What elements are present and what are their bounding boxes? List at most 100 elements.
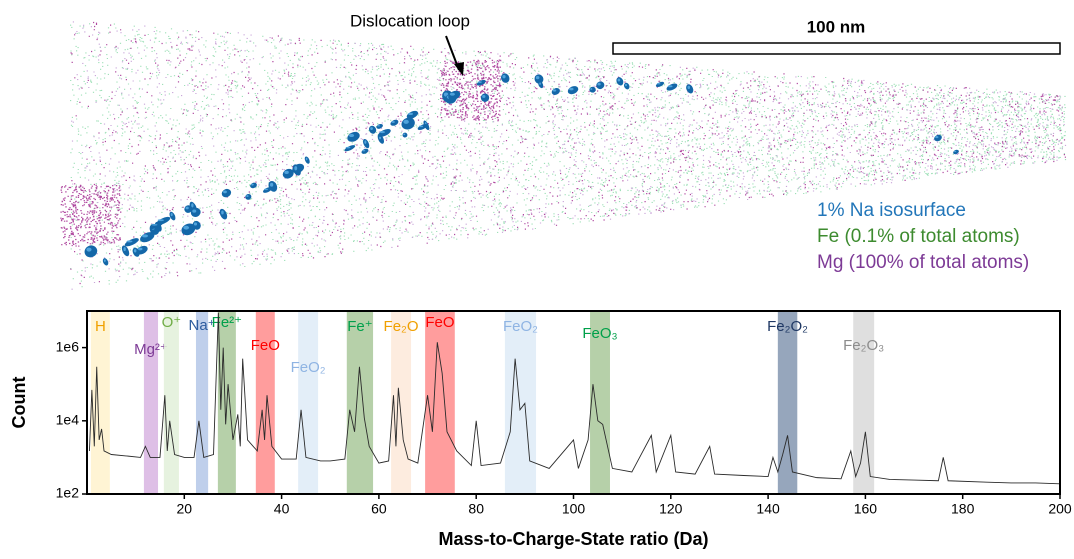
- na-highlight: [656, 82, 661, 85]
- na-highlight: [133, 249, 137, 253]
- plot: H Mg²⁺ O⁺ Na⁺Fe²⁺ FeO FeO₂ Fe⁺ Fe₂O FeO FeO₂ FeO₃ F…: [9, 310, 1072, 549]
- na-highlight: [403, 133, 406, 136]
- na-isosurface: [616, 77, 624, 86]
- na-highlight: [362, 149, 366, 152]
- na-isosurface: [150, 221, 164, 229]
- region-label: Fe₂O: [384, 318, 419, 335]
- peak-region: [90, 311, 110, 494]
- x-tick-label: 40: [274, 501, 290, 517]
- region-label: FeO: [251, 337, 280, 354]
- x-tick-label: 60: [371, 501, 387, 517]
- na-highlight: [590, 88, 593, 90]
- na-highlight: [170, 213, 173, 217]
- x-tick-label: 200: [1048, 501, 1072, 517]
- na-highlight: [379, 131, 386, 134]
- na-highlight: [449, 92, 455, 96]
- na-isosurface: [102, 258, 109, 266]
- na-highlight: [552, 89, 557, 92]
- na-isosurface: [245, 193, 252, 200]
- na-highlight: [294, 166, 298, 171]
- na-highlight: [269, 182, 274, 187]
- na-highlight: [482, 94, 486, 98]
- legend: 1% Na isosurface Fe (0.1% of total atoms)…: [817, 200, 1029, 273]
- x-tick-label: 120: [659, 501, 683, 517]
- na-highlight: [687, 85, 691, 90]
- peak-region: [777, 311, 798, 494]
- na-highlight: [86, 247, 92, 252]
- na-isosurface: [347, 131, 360, 142]
- na-highlight: [141, 234, 149, 238]
- scale-bar-label: 100 nm: [807, 17, 866, 36]
- mg-atoms: [71, 21, 1067, 290]
- na-highlight: [364, 140, 367, 144]
- legend-label: 1% Na isosurface: [817, 200, 966, 221]
- peak-region: [346, 311, 374, 494]
- na-highlight: [935, 136, 939, 139]
- na-highlight: [403, 119, 409, 124]
- scale-bar: [612, 42, 1061, 55]
- na-highlight: [569, 87, 574, 91]
- na-highlight: [192, 209, 197, 213]
- y-tick-label: 1e4: [56, 412, 80, 428]
- region-label: Na⁺: [189, 317, 216, 334]
- x-tick-label: 160: [854, 501, 878, 517]
- region-label: FeO₂: [503, 318, 538, 335]
- na-highlight: [377, 124, 380, 127]
- na-highlight: [617, 78, 621, 82]
- x-tick-label: 100: [562, 501, 586, 517]
- na-isosurface: [666, 83, 678, 91]
- na-highlight: [221, 210, 224, 215]
- region-label: Mg²⁺: [134, 341, 168, 358]
- na-isosurface: [402, 132, 408, 138]
- na-isosurface: [623, 82, 630, 90]
- na-highlight: [624, 83, 628, 87]
- spectrum-line: [88, 312, 1061, 485]
- na-highlight: [370, 127, 373, 130]
- na-highlight: [348, 133, 355, 138]
- na-isosurface: [219, 208, 228, 220]
- region-label: FeO₂: [291, 359, 326, 376]
- na-isosurface: [378, 129, 391, 137]
- fe-atoms: [70, 23, 1067, 288]
- na-isosurface: [376, 123, 383, 129]
- na-highlight: [539, 82, 541, 85]
- x-tick-label: 140: [756, 501, 780, 517]
- na-highlight: [223, 190, 227, 194]
- na-isosurface: [84, 245, 98, 258]
- na-highlight: [345, 146, 351, 149]
- na-isosurface: [221, 188, 232, 198]
- na-highlight: [597, 82, 601, 86]
- na-highlight: [418, 125, 424, 128]
- na-highlight: [246, 195, 249, 198]
- na-highlight: [305, 157, 308, 161]
- na-highlight: [667, 85, 673, 88]
- peak-region: [143, 311, 159, 494]
- x-axis-label: Mass-to-Charge-State ratio (Da): [438, 529, 708, 549]
- peak-region: [255, 311, 275, 494]
- na-isosurface: [304, 156, 310, 164]
- y-axis-label: Count: [9, 377, 29, 429]
- na-isosurface: [361, 148, 369, 154]
- peak-region: [163, 311, 179, 494]
- na-isosurface: [124, 238, 139, 247]
- na-highlight: [137, 247, 143, 251]
- x-tick-label: 80: [468, 501, 484, 517]
- peak-region: [298, 311, 319, 494]
- y-tick-label: 1e2: [56, 485, 80, 501]
- y-tick-label: 1e6: [56, 338, 80, 354]
- peak-region: [425, 311, 455, 494]
- na-isosurface: [401, 117, 415, 130]
- region-label: Fe²⁺: [212, 314, 242, 331]
- legend-label: Fe (0.1% of total atoms): [817, 226, 1020, 247]
- na-highlight: [264, 188, 268, 191]
- peak-region: [853, 311, 875, 494]
- na-isosurface: [121, 245, 130, 257]
- na-highlight: [157, 219, 164, 222]
- na-isosurface: [567, 86, 579, 95]
- region-label: FeO: [425, 314, 454, 331]
- na-isosurface: [551, 88, 560, 95]
- na-isosurface: [417, 123, 428, 130]
- peak-region: [590, 311, 610, 494]
- na-isosurface: [686, 84, 694, 94]
